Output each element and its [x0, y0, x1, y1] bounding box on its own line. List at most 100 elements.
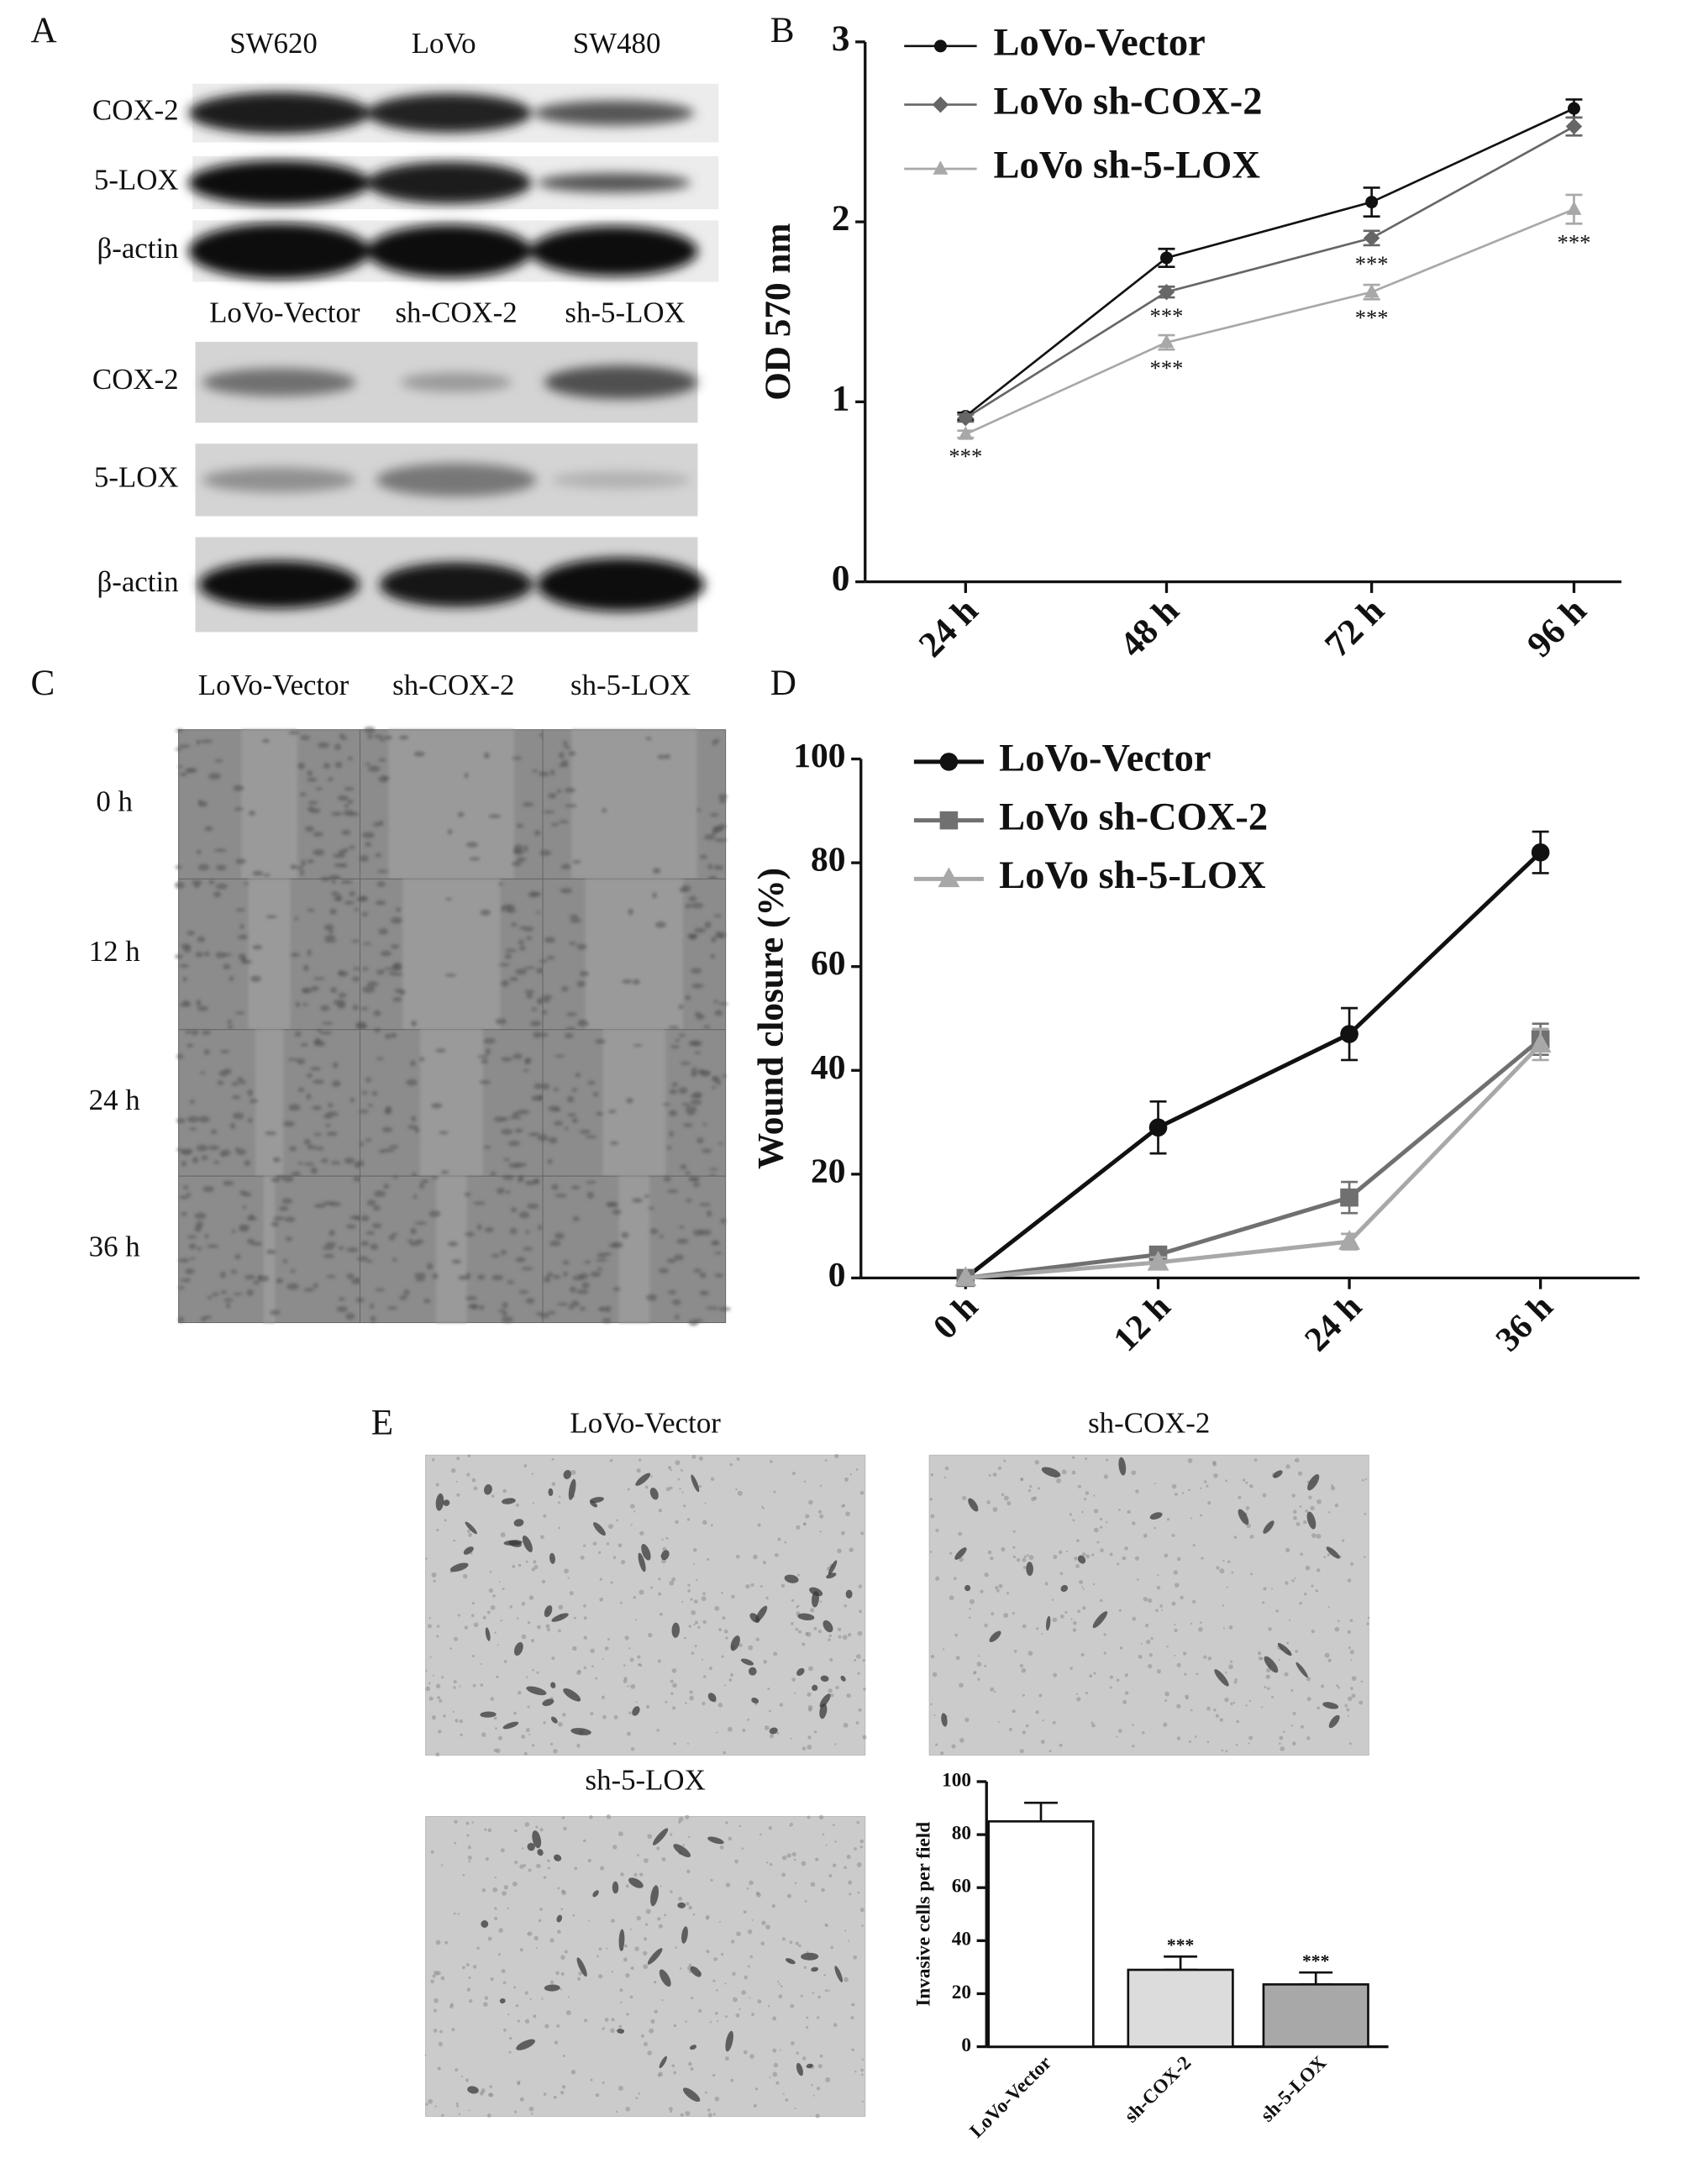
stain-dot	[1203, 1655, 1207, 1659]
stain-dot	[824, 1989, 828, 1992]
wound-cell	[645, 1294, 658, 1301]
wound-cell	[713, 864, 724, 870]
wound-cell	[539, 959, 548, 963]
stain-dot	[468, 1860, 471, 1863]
invasive-cell	[1041, 1467, 1061, 1478]
stain-dot	[467, 1845, 471, 1850]
marker	[1567, 102, 1580, 115]
stain-dot	[636, 1854, 639, 1857]
stain-dot	[828, 1874, 833, 1878]
stain-dot	[654, 2009, 658, 2014]
stain-dot	[859, 1490, 865, 1495]
stain-dot	[1292, 1741, 1296, 1746]
wound-cell	[713, 914, 722, 918]
stain-dot	[861, 2058, 865, 2061]
wound-cell	[507, 1140, 521, 1147]
wound-cell	[313, 1283, 318, 1289]
blot-band	[366, 224, 532, 278]
stain-dot	[527, 1705, 530, 1709]
wound-cell	[200, 739, 213, 743]
wound-cell	[339, 735, 348, 740]
wound-cell	[338, 971, 349, 977]
stain-dot	[685, 1702, 687, 1704]
stain-dot	[468, 2109, 470, 2112]
stain-dot	[515, 1503, 520, 1507]
stain-dot	[1006, 1501, 1012, 1506]
wound-cell	[694, 1051, 702, 1054]
stain-dot	[984, 1664, 987, 1667]
stain-dot	[1028, 1555, 1034, 1561]
stain-dot	[1200, 1514, 1203, 1517]
wound-cell	[570, 1185, 581, 1190]
stain-dot	[460, 2075, 464, 2078]
wound-cell	[307, 1073, 313, 1079]
wound-cell	[366, 1200, 376, 1206]
stain-dot	[1234, 1678, 1238, 1682]
wound-cell	[484, 1226, 494, 1233]
wound-cell	[395, 907, 402, 912]
wound-cell	[313, 1079, 324, 1084]
stain-dot	[944, 1466, 949, 1471]
stain-dot	[859, 1839, 865, 1844]
stain-dot	[453, 1539, 456, 1542]
wound-cell	[344, 803, 349, 808]
x-tick-label: 24 h	[1297, 1287, 1369, 1359]
stain-dot	[684, 1636, 686, 1640]
stain-dot	[686, 1869, 691, 1874]
stain-dot	[1173, 1570, 1179, 1575]
stain-dot	[1200, 1487, 1202, 1489]
wound-cell	[685, 903, 692, 909]
stain-dot	[801, 1861, 807, 1866]
wound-cell	[233, 785, 244, 792]
stain-dot	[860, 1531, 865, 1536]
wound-cell	[699, 1229, 712, 1236]
wound-cell	[213, 1160, 220, 1164]
wound-cell	[503, 1158, 511, 1162]
wound-cell	[234, 806, 244, 811]
wound-cell	[548, 1105, 560, 1112]
wound-cell	[246, 1215, 257, 1221]
stain-dot	[481, 2088, 486, 2093]
wound-cell	[507, 907, 517, 914]
stain-dot	[690, 2066, 694, 2071]
stain-dot	[1188, 1488, 1190, 1492]
wound-gap	[255, 1029, 284, 1177]
stain-dot	[730, 1940, 735, 1944]
stain-dot	[707, 2113, 712, 2118]
wound-cell	[177, 1316, 185, 1323]
wound-cell	[325, 1242, 337, 1247]
wound-cell	[282, 1121, 295, 1127]
stain-dot	[1031, 1496, 1036, 1502]
stain-dot	[1093, 1494, 1096, 1497]
wound-cell	[294, 1031, 302, 1037]
wound-cell	[521, 1267, 533, 1271]
invasive-cell	[632, 1706, 640, 1716]
invasive-cell	[1326, 1546, 1340, 1559]
wound-cell	[184, 1030, 192, 1034]
invasive-cell	[542, 1698, 554, 1706]
stain-dot	[1166, 1646, 1169, 1648]
wound-cell	[202, 1030, 211, 1036]
wound-cell	[384, 735, 393, 740]
stain-dot	[1058, 1550, 1063, 1555]
wound-cell	[318, 1146, 323, 1152]
stain-dot	[825, 1844, 828, 1846]
stain-dot	[558, 1501, 560, 1504]
stain-dot	[1364, 1513, 1367, 1515]
stain-dot	[425, 1669, 428, 1672]
stain-dot	[929, 1551, 933, 1553]
wound-cell	[495, 1018, 507, 1025]
stain-dot	[1161, 1609, 1164, 1611]
stain-dot	[485, 1857, 489, 1861]
stain-dot	[1012, 1611, 1015, 1615]
invasive-cell	[673, 1844, 691, 1858]
wound-cell	[367, 1104, 373, 1107]
wound-cell	[679, 1226, 685, 1229]
wound-column-label: LoVo-Vector	[198, 669, 349, 701]
stain-dot	[794, 1692, 796, 1694]
y-tick-label: 60	[811, 943, 846, 982]
wound-cell	[691, 1067, 697, 1074]
wound-cell	[235, 908, 245, 912]
wound-cell	[336, 895, 343, 901]
y-tick-label: 20	[952, 1982, 971, 2003]
